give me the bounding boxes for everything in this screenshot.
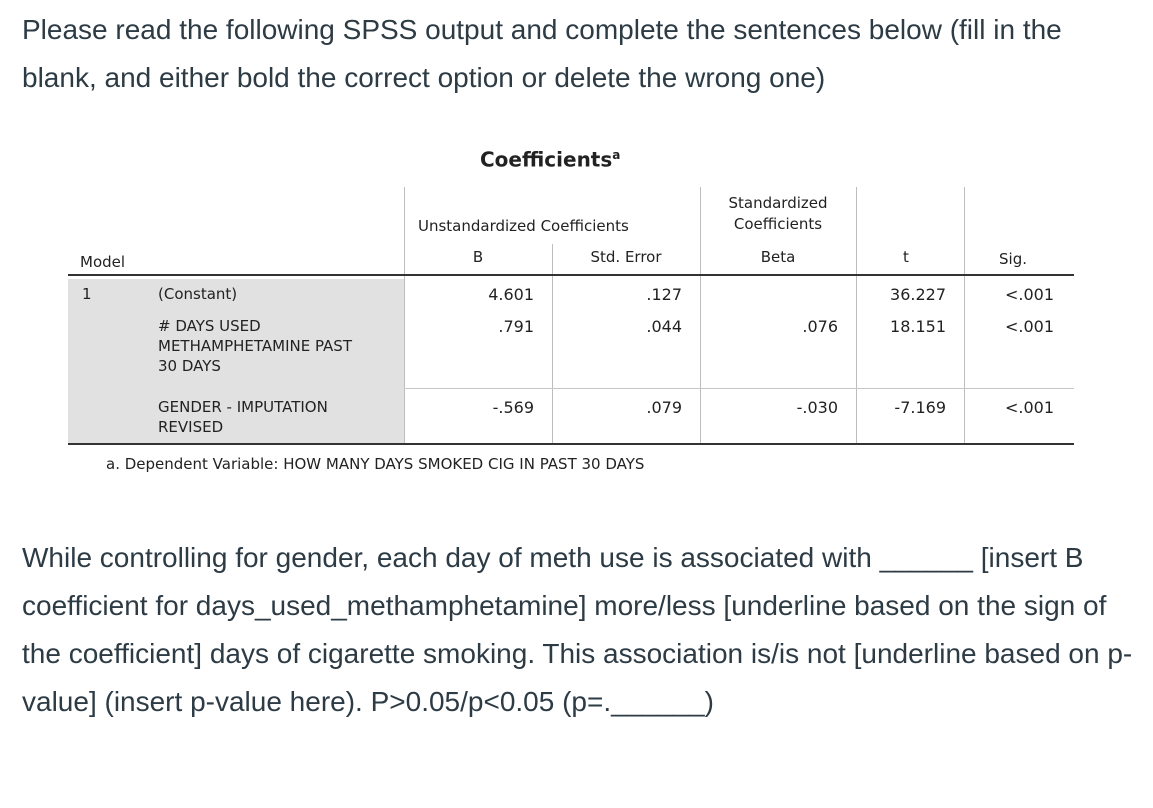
header-model: Model: [80, 253, 126, 271]
label-column-shading: [68, 279, 404, 444]
cell-t: 36.227: [890, 285, 946, 304]
cell-b: -.569: [492, 398, 534, 417]
row-label: # DAYS USED METHAMPHETAMINE PAST 30 DAYS: [158, 317, 352, 375]
cell-std-error: .079: [646, 398, 682, 417]
cell-sig: <.001: [1004, 398, 1054, 417]
table-footnote: a. Dependent Variable: HOW MANY DAYS SMO…: [106, 455, 645, 473]
grid-line: [964, 187, 965, 444]
table-bottom-rule: [68, 443, 1074, 445]
cell-std-error: .127: [646, 285, 682, 304]
header-unstandardized: Unstandardized Coefficients: [418, 217, 629, 235]
grid-line: [404, 187, 405, 444]
cell-beta: -.030: [796, 398, 838, 417]
spss-coefficients-table: Coefficientsa Unstandardized Coefficient…: [68, 147, 1074, 473]
fill-in-sentence: While controlling for gender, each day o…: [22, 542, 1133, 717]
cell-b: 4.601: [488, 285, 534, 304]
cell-b: .791: [498, 317, 534, 336]
instructions-text: Please read the following SPSS output an…: [22, 14, 1062, 93]
cell-t: -7.169: [894, 398, 946, 417]
header-coefficients: Coefficients: [733, 215, 823, 233]
header-sig: Sig.: [999, 250, 1027, 268]
model-number: 1: [82, 285, 92, 303]
header-t: t: [903, 248, 909, 266]
header-std-error: Std. Error: [590, 248, 662, 266]
cell-beta: .076: [802, 317, 838, 336]
row-label: (Constant): [158, 285, 238, 303]
cell-sig: <.001: [1004, 285, 1054, 304]
grid-line: [700, 187, 701, 444]
table-title: Coefficientsa: [480, 147, 621, 172]
header-standardized: Standardized: [728, 194, 828, 212]
grid-line: [552, 244, 553, 444]
header-beta: Beta: [760, 248, 796, 266]
cell-t: 18.151: [890, 317, 946, 336]
cell-std-error: .044: [646, 317, 682, 336]
row-label: GENDER - IMPUTATION REVISED: [158, 398, 328, 436]
grid-line: [856, 187, 857, 444]
row-divider: [404, 388, 1074, 389]
cell-sig: <.001: [1004, 317, 1054, 336]
header-rule: [68, 274, 1074, 276]
header-b: B: [472, 248, 484, 266]
